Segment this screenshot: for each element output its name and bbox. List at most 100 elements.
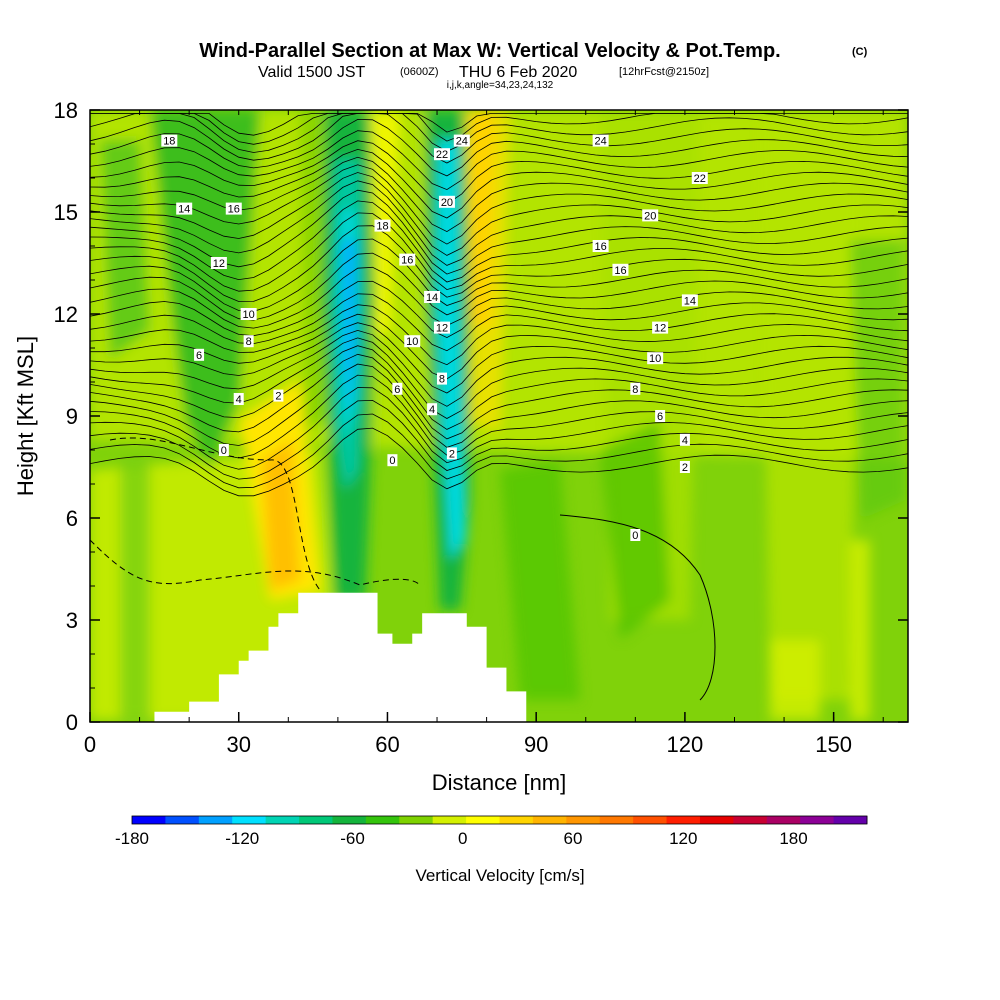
theta-label: 2 bbox=[682, 462, 688, 474]
colorbar-tick-label: 60 bbox=[564, 829, 583, 848]
theta-label-bg bbox=[655, 410, 666, 422]
theta-label: 8 bbox=[246, 336, 252, 348]
colorbar-swatch bbox=[566, 816, 601, 824]
theta-label: 0 bbox=[632, 530, 638, 542]
colorbar-tick-label: 0 bbox=[458, 829, 467, 848]
colorbar-swatch bbox=[299, 816, 333, 824]
y-tick-label: 12 bbox=[54, 302, 78, 327]
theta-label: 12 bbox=[654, 323, 666, 335]
zero-contour-dashed-left bbox=[109, 437, 321, 591]
theta-contour-line bbox=[90, 140, 908, 205]
x-tick-label: 150 bbox=[815, 732, 852, 757]
theta-label: 14 bbox=[178, 204, 190, 216]
theta-label: 24 bbox=[456, 136, 468, 148]
colorbar-swatch bbox=[332, 816, 367, 824]
theta-label: 12 bbox=[436, 323, 448, 335]
theta-label: 6 bbox=[394, 384, 400, 396]
colorbar-swatch bbox=[198, 816, 233, 824]
colorbar-tick-label: -120 bbox=[225, 829, 259, 848]
theta-label: 2 bbox=[275, 391, 281, 403]
colorbar-swatch bbox=[633, 816, 668, 824]
theta-label: 8 bbox=[632, 384, 638, 396]
x-tick-label: 30 bbox=[226, 732, 250, 757]
theta-contour-line bbox=[90, 118, 908, 177]
y-axis: 0 3 6 9 12 15 18 bbox=[54, 98, 908, 735]
colorbar-swatch bbox=[365, 816, 400, 824]
subtitle-grid-info: i,j,k,angle=34,23,24,132 bbox=[447, 80, 554, 91]
y-tick-label: 3 bbox=[66, 608, 78, 633]
theta-label-bg bbox=[176, 202, 193, 215]
theta-label-bg bbox=[218, 444, 229, 456]
colorbar-tick-label: 120 bbox=[669, 829, 697, 848]
theta-contour-line bbox=[90, 266, 908, 329]
theta-contour-line bbox=[90, 113, 908, 136]
theta-label-bg bbox=[240, 308, 257, 320]
theta-label: 4 bbox=[429, 404, 435, 416]
theta-contour-line bbox=[90, 304, 908, 366]
x-tick-label: 60 bbox=[375, 732, 399, 757]
colorbar-swatch bbox=[699, 816, 734, 824]
theta-label-bg bbox=[243, 335, 254, 348]
theta-contour-line bbox=[90, 322, 908, 394]
chart-title: Wind-Parallel Section at Max W: Vertical… bbox=[199, 40, 780, 62]
theta-contour-line bbox=[90, 164, 908, 245]
theta-label: 14 bbox=[426, 292, 438, 304]
theta-label-bg bbox=[612, 263, 629, 276]
theta-label-bg bbox=[433, 321, 450, 334]
theta-label: 0 bbox=[221, 445, 227, 457]
theta-label-bg bbox=[433, 148, 450, 161]
theta-label: 2 bbox=[449, 448, 455, 460]
colorbar-swatch bbox=[165, 816, 200, 824]
theta-label-bg bbox=[652, 321, 669, 334]
theta-label-bg bbox=[392, 382, 403, 395]
x-tick-label: 90 bbox=[524, 732, 548, 757]
theta-label-bg bbox=[681, 294, 698, 307]
subtitle-valid: Valid 1500 JST bbox=[258, 64, 366, 81]
theta-label-bg bbox=[691, 172, 708, 184]
colorbar-label: Vertical Velocity [cm/s] bbox=[415, 866, 584, 885]
theta-label-bg bbox=[647, 352, 664, 365]
colorbar-frame bbox=[131, 815, 868, 825]
theta-label-bg bbox=[225, 202, 242, 215]
theta-label: 14 bbox=[684, 295, 696, 307]
subtitle-date: THU 6 Feb 2020 bbox=[459, 64, 577, 81]
y-tick-label: 9 bbox=[66, 404, 78, 429]
colorbar-swatch bbox=[432, 816, 467, 824]
theta-label-bg bbox=[446, 447, 457, 460]
colorbar-swatch bbox=[499, 816, 534, 824]
colorbar-tick-label: -180 bbox=[115, 829, 149, 848]
theta-contour-line bbox=[90, 225, 908, 302]
x-axis-label: Distance [nm] bbox=[432, 770, 567, 795]
theta-label: 16 bbox=[228, 204, 240, 216]
theta-label: 24 bbox=[595, 136, 607, 148]
theta-label-bg bbox=[642, 209, 659, 222]
x-axis: 0 30 60 90 120 150 bbox=[84, 110, 884, 757]
theta-label-bg bbox=[233, 393, 244, 405]
theta-label: 12 bbox=[213, 258, 225, 270]
subtitle-utc: (0600Z) bbox=[400, 66, 439, 78]
theta-label-bg bbox=[399, 253, 416, 266]
theta-contour-line bbox=[90, 413, 908, 489]
theta-contour-line bbox=[90, 329, 908, 407]
theta-label: 20 bbox=[441, 197, 453, 209]
theta-label-bg bbox=[630, 529, 641, 541]
theta-label: 22 bbox=[694, 173, 706, 185]
x-tick-label: 0 bbox=[84, 732, 96, 757]
theta-contour-line bbox=[90, 113, 908, 153]
theta-contour-line bbox=[90, 353, 908, 440]
colorbar-swatch bbox=[399, 816, 434, 824]
theta-contour-line bbox=[90, 387, 908, 470]
theta-label: 4 bbox=[236, 394, 242, 406]
y-tick-label: 15 bbox=[54, 200, 78, 225]
theta-contour-line bbox=[90, 337, 908, 419]
theta-label-bg bbox=[453, 134, 470, 147]
theta-label: 4 bbox=[682, 435, 688, 447]
theta-contour-line bbox=[90, 212, 908, 292]
theta-contour-line bbox=[90, 113, 908, 164]
theta-label-bg bbox=[424, 291, 441, 303]
theta-contour-line bbox=[90, 427, 908, 497]
theta-contour-line bbox=[90, 293, 908, 352]
theta-label-bg bbox=[438, 195, 455, 208]
